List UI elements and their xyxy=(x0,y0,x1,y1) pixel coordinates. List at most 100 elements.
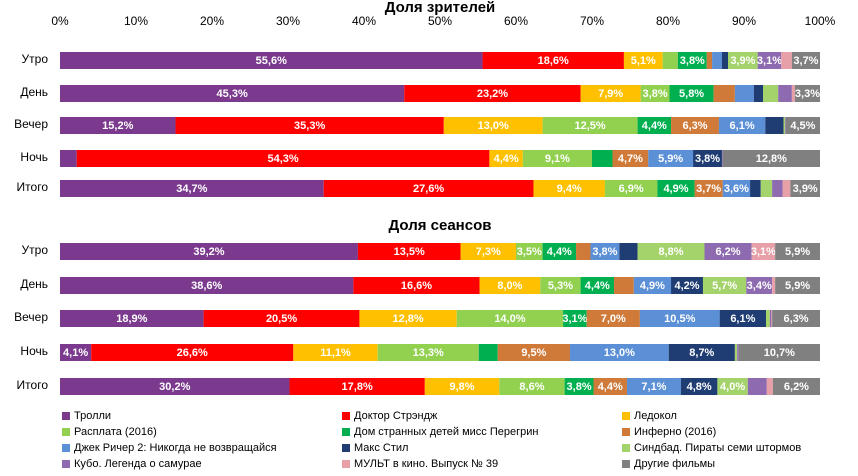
legend-swatch xyxy=(622,412,630,420)
value-label: 39,2% xyxy=(193,246,224,258)
bar-segment xyxy=(404,85,581,102)
value-label: 13,0% xyxy=(478,120,509,132)
value-label: 4,4% xyxy=(494,153,519,165)
value-label: 3,9% xyxy=(793,183,818,195)
value-label: 18,6% xyxy=(538,55,569,67)
x-tick-label: 100% xyxy=(805,14,836,28)
legend-label: Другие фильмы xyxy=(634,458,715,470)
bar-segment xyxy=(614,277,634,294)
value-label: 3,8% xyxy=(680,55,705,67)
value-label: 7,1% xyxy=(641,381,666,393)
bar-segment xyxy=(775,277,820,294)
bar-segment xyxy=(738,344,820,361)
bar-segment xyxy=(612,150,649,167)
value-label: 9,8% xyxy=(450,381,475,393)
bar-segment xyxy=(734,344,738,361)
bar-segment xyxy=(639,310,720,327)
bar-segment xyxy=(637,117,672,134)
value-label: 17,8% xyxy=(342,381,373,393)
bar-segment xyxy=(640,85,670,102)
value-label: 6,2% xyxy=(784,381,809,393)
bar-segment xyxy=(783,117,786,134)
bar-segment xyxy=(781,52,792,69)
y-tick-label: Утро xyxy=(22,52,49,66)
value-label: 7,0% xyxy=(601,313,626,325)
value-label: 26,6% xyxy=(177,347,208,359)
x-tick-label: 0% xyxy=(51,14,69,28)
bar-segment xyxy=(766,378,773,395)
bar-segment xyxy=(669,85,714,102)
legend-swatch xyxy=(62,460,70,468)
bar-segment xyxy=(478,344,498,361)
bar-segment xyxy=(763,85,779,102)
bar-segment xyxy=(757,52,782,69)
chart-title: Доля сеансов xyxy=(389,217,492,234)
bar-segment xyxy=(357,243,461,260)
value-label: 3,7% xyxy=(793,55,818,67)
bar-segment xyxy=(516,243,543,260)
legend-swatch xyxy=(62,444,70,452)
legend-label: Расплата (2016) xyxy=(74,426,157,438)
value-label: 30,2% xyxy=(159,381,190,393)
bar-segment xyxy=(460,243,516,260)
value-label: 6,9% xyxy=(619,183,644,195)
value-label: 5,9% xyxy=(785,280,810,292)
value-label: 5,9% xyxy=(658,153,683,165)
bar-segment xyxy=(671,117,719,134)
value-label: 3,8% xyxy=(592,246,617,258)
value-label: 27,6% xyxy=(413,183,444,195)
value-label: 3,1% xyxy=(562,313,587,325)
legend-swatch xyxy=(622,428,630,436)
value-label: 15,2% xyxy=(102,120,133,132)
bar-segment xyxy=(586,310,640,327)
value-label: 3,1% xyxy=(757,55,782,67)
bar-segment xyxy=(769,310,772,327)
value-label: 23,2% xyxy=(477,88,508,100)
bar-segment xyxy=(717,378,748,395)
value-label: 6,3% xyxy=(784,313,809,325)
y-tick-label: Итого xyxy=(17,378,49,392)
x-tick-label: 50% xyxy=(428,14,452,28)
value-label: 3,8% xyxy=(695,153,720,165)
bar-segment xyxy=(766,310,770,327)
bar-segment xyxy=(564,378,594,395)
value-label: 54,3% xyxy=(267,153,298,165)
bar-segment xyxy=(721,52,729,69)
bar-segment xyxy=(604,180,658,197)
bar-segment xyxy=(289,378,425,395)
bar-segment xyxy=(771,310,773,327)
legend-swatch xyxy=(622,460,630,468)
bar-segment xyxy=(790,180,820,197)
bar-segment xyxy=(542,243,577,260)
bar-segment xyxy=(750,180,761,197)
bar-segment xyxy=(456,310,564,327)
x-tick-label: 20% xyxy=(200,14,224,28)
bar-segment xyxy=(489,150,523,167)
bar-segment xyxy=(424,378,500,395)
value-label: 3,4% xyxy=(747,280,772,292)
value-label: 10,5% xyxy=(664,313,695,325)
bar-segment xyxy=(728,52,758,69)
chart-title: Доля зрителей xyxy=(385,0,496,16)
bar-segment xyxy=(694,180,723,197)
bar-segment xyxy=(712,52,722,69)
legend-swatch xyxy=(342,412,350,420)
value-label: 8,0% xyxy=(497,280,522,292)
bar-segment xyxy=(772,378,820,395)
legend-label: Дом странных детей мисс Перегрин xyxy=(354,426,538,438)
value-label: 4,1% xyxy=(63,347,88,359)
legend-swatch xyxy=(622,444,630,452)
bar-segment xyxy=(775,243,820,260)
value-label: 5,9% xyxy=(785,246,810,258)
bar-segment xyxy=(60,310,204,327)
x-tick-label: 80% xyxy=(656,14,680,28)
bar-segment xyxy=(592,150,613,167)
bar-segment xyxy=(443,117,543,134)
bar-segment xyxy=(633,277,672,294)
value-label: 4,4% xyxy=(642,120,667,132)
value-label: 6,3% xyxy=(682,120,707,132)
y-tick-label: Итого xyxy=(17,180,49,194)
bar-segment xyxy=(60,344,92,361)
bar-segment xyxy=(293,344,378,361)
legend-label: МУЛЬТ в кино. Выпуск № 39 xyxy=(354,458,498,470)
